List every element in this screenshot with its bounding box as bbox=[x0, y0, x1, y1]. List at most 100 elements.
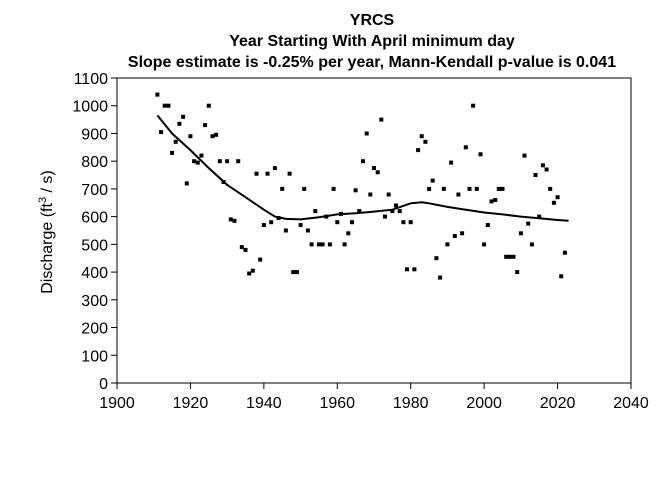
data-point bbox=[478, 152, 483, 157]
data-point bbox=[386, 192, 391, 197]
data-point bbox=[555, 195, 560, 200]
data-point bbox=[423, 139, 428, 144]
data-point bbox=[489, 199, 494, 204]
data-point bbox=[504, 254, 509, 259]
y-tick-label: 1000 bbox=[72, 99, 108, 116]
data-point bbox=[375, 170, 380, 175]
data-point bbox=[313, 209, 318, 214]
data-point bbox=[515, 270, 520, 275]
chart-title: YRCS bbox=[350, 12, 395, 29]
data-point bbox=[511, 254, 516, 259]
data-point bbox=[533, 173, 538, 177]
y-axis-label-prefix: Discharge (ft bbox=[39, 203, 56, 294]
data-point bbox=[309, 242, 314, 247]
data-point bbox=[203, 123, 208, 128]
data-point bbox=[177, 121, 182, 126]
data-point bbox=[452, 234, 457, 238]
data-point bbox=[283, 228, 288, 233]
data-point bbox=[500, 186, 505, 191]
data-point bbox=[544, 167, 549, 172]
y-tick-label: 900 bbox=[81, 126, 108, 143]
data-point bbox=[526, 221, 531, 226]
data-point bbox=[221, 180, 226, 184]
data-point bbox=[170, 150, 175, 155]
y-tick-label: 0 bbox=[99, 376, 108, 393]
data-point bbox=[441, 186, 446, 191]
data-point bbox=[412, 267, 417, 272]
data-point bbox=[192, 159, 197, 164]
data-point bbox=[339, 211, 343, 216]
data-point bbox=[427, 186, 432, 191]
data-point bbox=[291, 270, 296, 275]
data-point bbox=[247, 271, 252, 276]
data-point bbox=[540, 163, 545, 168]
data-point bbox=[419, 134, 424, 139]
data-point bbox=[265, 171, 270, 176]
data-point bbox=[232, 218, 237, 223]
y-axis-label-superscript: 3 bbox=[37, 197, 49, 203]
data-point bbox=[463, 145, 468, 150]
data-point bbox=[225, 159, 230, 164]
data-point bbox=[405, 267, 409, 272]
y-tick-label: 700 bbox=[81, 182, 108, 199]
data-point bbox=[372, 166, 376, 171]
y-tick-label: 400 bbox=[81, 265, 108, 282]
data-point bbox=[401, 220, 406, 225]
data-point bbox=[166, 103, 171, 108]
data-point bbox=[416, 148, 421, 153]
data-point bbox=[551, 200, 556, 205]
data-point bbox=[261, 223, 266, 227]
data-point bbox=[258, 257, 263, 262]
x-tick-label: 1900 bbox=[99, 395, 135, 412]
chart-subtitle: Year Starting With April minimum day bbox=[229, 33, 515, 50]
y-tick-label: 600 bbox=[81, 210, 108, 227]
data-point bbox=[294, 270, 299, 275]
data-point bbox=[243, 247, 248, 252]
data-point bbox=[449, 160, 454, 165]
x-axis: 1900 1920 1940 1960 1980 2000 2020 2040 bbox=[99, 383, 649, 412]
data-point bbox=[390, 209, 395, 214]
data-point bbox=[485, 223, 490, 227]
data-point bbox=[305, 228, 310, 233]
plot-frame bbox=[116, 77, 632, 384]
data-point bbox=[316, 242, 321, 247]
data-point bbox=[434, 256, 439, 261]
y-tick-label: 100 bbox=[81, 348, 108, 365]
data-point bbox=[482, 242, 487, 247]
data-point bbox=[280, 186, 285, 191]
data-point bbox=[195, 160, 200, 165]
data-point bbox=[350, 220, 354, 225]
y-tick-label: 1100 bbox=[74, 71, 109, 88]
x-tick-label: 1980 bbox=[393, 395, 429, 412]
data-point bbox=[173, 139, 178, 144]
data-point bbox=[430, 178, 435, 183]
data-point bbox=[331, 186, 336, 191]
data-point bbox=[327, 242, 332, 247]
data-point bbox=[379, 117, 384, 122]
data-point bbox=[346, 231, 351, 236]
data-point bbox=[529, 242, 534, 247]
data-point bbox=[397, 209, 402, 214]
data-point bbox=[302, 186, 307, 191]
data-point bbox=[239, 245, 244, 250]
y-axis-label-suffix: / s) bbox=[39, 170, 56, 197]
data-point bbox=[228, 217, 233, 222]
data-point bbox=[199, 153, 204, 158]
data-point bbox=[210, 134, 215, 139]
data-point bbox=[383, 214, 387, 219]
data-point bbox=[353, 188, 358, 193]
y-tick-label: 500 bbox=[81, 237, 108, 254]
data-point bbox=[272, 166, 277, 171]
x-tick-label: 1920 bbox=[173, 395, 209, 412]
x-tick-label: 1960 bbox=[319, 395, 355, 412]
data-point bbox=[324, 214, 329, 219]
y-tick-label: 800 bbox=[81, 154, 108, 171]
data-point bbox=[537, 214, 542, 219]
data-point bbox=[368, 192, 373, 197]
y-tick-label: 300 bbox=[81, 293, 108, 310]
data-point bbox=[474, 186, 479, 191]
data-point bbox=[214, 132, 219, 137]
data-point bbox=[493, 198, 498, 202]
data-point bbox=[559, 274, 564, 279]
